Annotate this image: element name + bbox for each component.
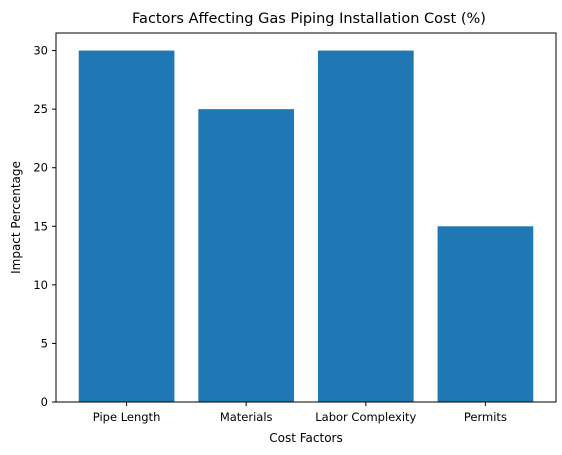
y-tick-label: 15: [33, 219, 48, 233]
y-tick-label: 10: [33, 278, 48, 292]
y-tick-label: 0: [41, 395, 48, 409]
bar-pipe-length: [78, 50, 175, 402]
bar-labor-complexity: [317, 50, 414, 402]
y-tick-label: 25: [33, 102, 48, 116]
x-axis-label: Cost Factors: [269, 431, 342, 445]
y-tick-label: 30: [33, 44, 48, 58]
x-tick-label: Pipe Length: [93, 410, 161, 424]
x-tick-label: Materials: [220, 410, 273, 424]
x-tick-label: Permits: [464, 410, 507, 424]
bar-materials: [198, 109, 295, 403]
x-axis: Pipe Length Materials Labor Complexity Perm…: [93, 402, 507, 424]
y-tick-label: 20: [33, 161, 48, 175]
y-axis: 0 5 10 15 20 25 30: [33, 44, 56, 409]
y-axis-label: Impact Percentage: [9, 161, 23, 274]
chart-title: Factors Affecting Gas Piping Installatio…: [132, 11, 486, 27]
bar-permits: [437, 226, 534, 402]
plot-frame: [55, 32, 557, 403]
bars-group: [78, 50, 534, 403]
x-tick-label: Labor Complexity: [315, 410, 416, 424]
y-tick-label: 5: [41, 336, 48, 350]
